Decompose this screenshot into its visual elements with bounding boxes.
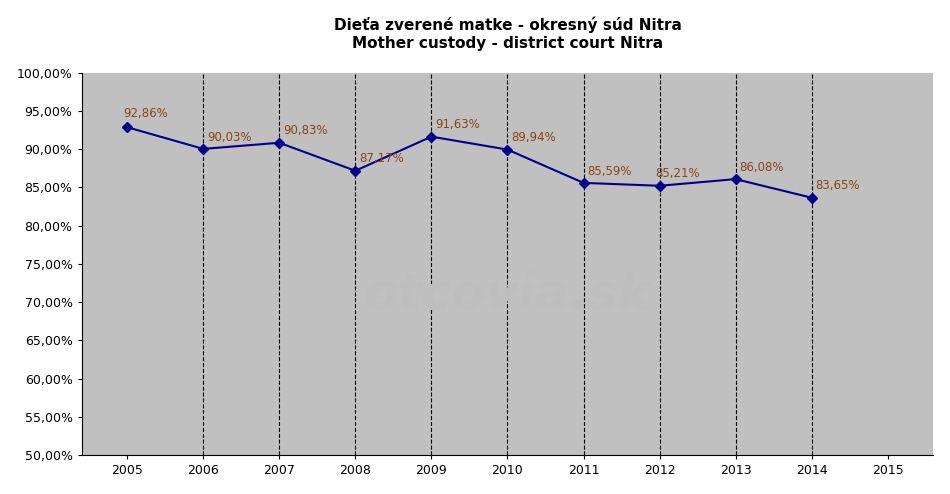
Text: 85,21%: 85,21% [656,167,700,180]
Text: 89,94%: 89,94% [511,131,556,144]
Text: 83,65%: 83,65% [815,179,860,192]
Text: otcovia.sk: otcovia.sk [364,271,652,319]
Text: 90,83%: 90,83% [283,124,328,137]
Text: 90,03%: 90,03% [207,130,252,144]
Text: 92,86%: 92,86% [124,107,168,121]
Text: 87,17%: 87,17% [359,153,404,165]
Text: 91,63%: 91,63% [435,118,480,131]
Title: Dieťa zverené matke - okresný súd Nitra
Mother custody - district court Nitra: Dieťa zverené matke - okresný súd Nitra … [333,17,681,50]
Text: 86,08%: 86,08% [739,161,784,174]
Text: 85,59%: 85,59% [587,165,632,177]
